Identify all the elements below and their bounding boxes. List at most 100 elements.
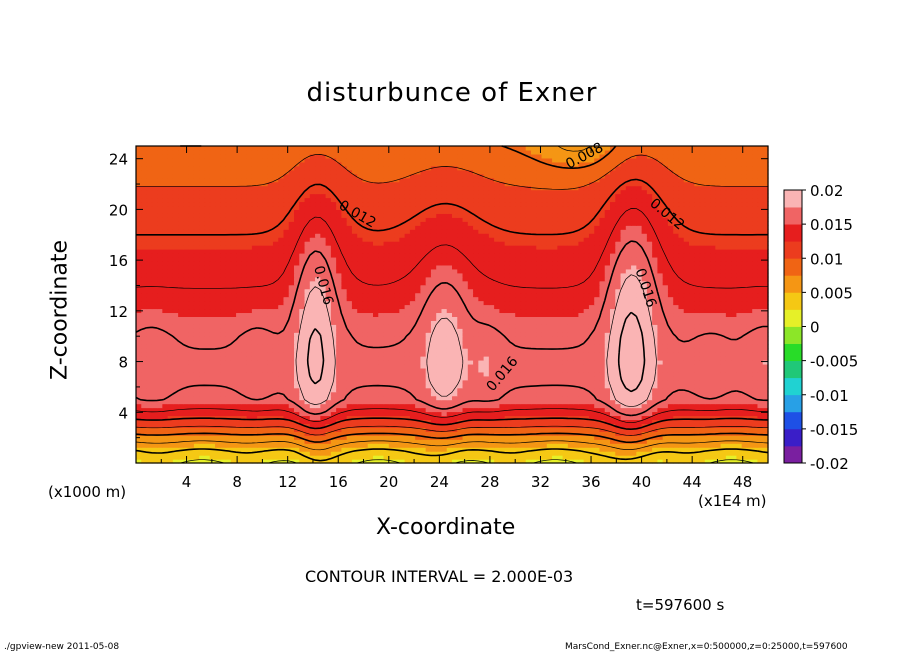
field-cell: [162, 316, 169, 321]
field-cell: [567, 340, 574, 345]
field-cell: [373, 328, 379, 333]
field-cell: [457, 328, 464, 333]
field-cell: [257, 371, 263, 377]
field-cell: [678, 312, 685, 317]
field-cell: [536, 419, 543, 424]
field-cell: [483, 439, 490, 444]
field-cell: [351, 356, 358, 361]
field-cell: [494, 316, 500, 321]
field-cell: [267, 435, 274, 440]
field-cell: [657, 316, 664, 321]
field-cell: [151, 459, 158, 464]
field-cell: [583, 375, 590, 381]
field-cell: [420, 407, 427, 413]
field-cell: [641, 328, 648, 333]
field-cell: [357, 363, 364, 369]
field-cell: [673, 308, 680, 314]
field-cell: [457, 324, 464, 329]
field-cell: [536, 371, 543, 377]
field-cell: [146, 371, 153, 377]
field-cell: [262, 316, 269, 321]
field-cell: [704, 324, 711, 329]
field-cell: [731, 320, 737, 325]
field-cell: [278, 340, 285, 345]
field-cell: [251, 312, 258, 317]
field-cell: [636, 304, 643, 310]
field-cell: [151, 300, 158, 306]
field-cell: [220, 352, 227, 357]
field-cell: [367, 423, 374, 428]
field-cell: [483, 344, 490, 349]
field-cell: [683, 336, 690, 341]
field-cell: [483, 379, 490, 385]
field-cell: [657, 455, 664, 460]
field-cell: [494, 427, 500, 432]
field-cell: [746, 371, 753, 377]
field-cell: [193, 300, 200, 306]
field-cell: [683, 332, 690, 337]
field-cell: [689, 387, 695, 393]
field-cell: [473, 363, 479, 369]
field-cell: [330, 419, 337, 424]
field-cell: [388, 387, 395, 393]
field-cell: [604, 328, 611, 333]
field-cell: [236, 399, 242, 405]
field-cell: [483, 324, 490, 329]
field-cell: [757, 363, 764, 369]
field-cell: [599, 316, 606, 321]
field-cell: [536, 403, 543, 409]
field-cell: [430, 304, 437, 310]
field-cell: [552, 304, 558, 310]
field-cell: [646, 344, 653, 349]
field-cell: [304, 443, 311, 448]
field-cell: [262, 320, 269, 325]
field-cell: [430, 395, 437, 401]
field-cell: [578, 316, 585, 321]
field-cell: [757, 332, 764, 337]
field-cell: [309, 375, 316, 381]
field-cell: [494, 435, 500, 440]
field-cell: [151, 431, 158, 436]
field-cell: [141, 348, 148, 353]
field-cell: [151, 336, 158, 341]
field-cell: [520, 348, 527, 353]
field-cell: [278, 356, 285, 361]
field-cell: [536, 296, 543, 302]
field-cell: [541, 427, 548, 432]
field-cell: [499, 336, 506, 341]
field-cell: [430, 348, 437, 353]
field-cell: [383, 455, 390, 460]
field-cell: [162, 447, 169, 452]
field-cell: [399, 344, 406, 349]
field-cell: [436, 431, 443, 436]
field-cell: [267, 411, 274, 417]
field-cell: [636, 352, 643, 357]
field-cell: [215, 403, 221, 409]
field-cell: [136, 371, 142, 377]
field-cell: [562, 371, 569, 377]
field-cell: [546, 459, 553, 464]
field-cell: [330, 359, 337, 365]
field-cell: [641, 344, 648, 349]
field-cell: [351, 419, 358, 424]
field-cell: [573, 348, 579, 353]
field-cell: [178, 379, 184, 385]
field-cell: [689, 371, 695, 377]
field-cell: [394, 371, 400, 377]
field-cell: [452, 427, 458, 432]
field-cell: [420, 451, 427, 456]
field-cell: [567, 352, 574, 357]
field-cell: [620, 300, 627, 306]
field-cell: [241, 363, 248, 369]
field-cell: [373, 439, 379, 444]
field-cell: [467, 443, 474, 448]
field-cell: [388, 356, 395, 361]
field-cell: [199, 300, 206, 306]
field-cell: [457, 395, 464, 401]
field-cell: [689, 300, 695, 306]
field-cell: [488, 375, 495, 381]
field-cell: [662, 320, 669, 325]
field-cell: [525, 363, 532, 369]
field-cell: [172, 423, 179, 428]
field-cell: [146, 391, 153, 397]
